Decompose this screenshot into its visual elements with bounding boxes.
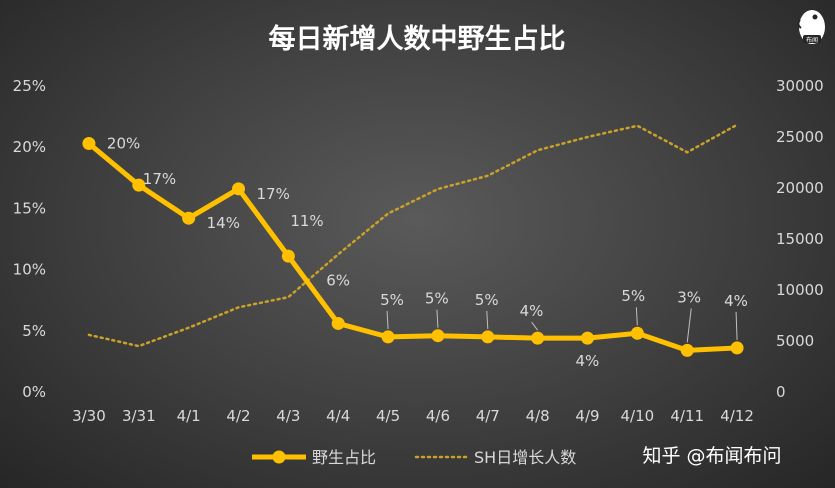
- data-label: 4%: [520, 302, 544, 320]
- data-point: [581, 331, 594, 345]
- parrot-logo-icon: 布闻: [797, 10, 825, 44]
- left-tick-label: 5%: [22, 322, 46, 340]
- data-labels: 20%17%14%17%11%6%5% 5% 5%4%4%5% 3% 4%: [107, 135, 748, 371]
- right-tick-label: 25000: [776, 128, 824, 146]
- x-tick-label: 3/30: [72, 407, 106, 425]
- data-point: [481, 330, 495, 344]
- leader-line: [386, 310, 389, 329]
- left-axis: 0% 5% 10% 15% 20% 25%: [13, 77, 46, 401]
- data-label: 3%: [677, 288, 701, 306]
- data-label: 17%: [143, 170, 176, 188]
- data-label: 5%: [380, 291, 404, 309]
- legend-marker-wild-ratio: [272, 450, 286, 464]
- x-tick-label: 4/6: [426, 407, 450, 425]
- series-line-wild-ratio: [87, 141, 738, 353]
- data-point: [431, 329, 445, 343]
- data-point: [182, 211, 196, 225]
- data-label: 6%: [326, 271, 350, 289]
- left-tick-label: 0%: [22, 383, 46, 401]
- leader-line: [486, 310, 489, 329]
- legend-label-sh-daily: SH日增长人数: [474, 448, 576, 467]
- x-axis: 3/30 3/31 4/1 4/2 4/3 4/4 4/5 4/6 4/7 4/8 4/9 4/10 4…: [72, 407, 754, 425]
- left-tick-label: 15%: [13, 199, 46, 217]
- data-point: [82, 137, 96, 151]
- leader-line: [686, 308, 692, 343]
- data-point: [381, 330, 395, 344]
- x-tick-label: 4/2: [226, 407, 250, 425]
- data-point: [630, 326, 644, 340]
- x-tick-label: 4/8: [526, 407, 550, 425]
- legend-label-wild-ratio: 野生占比: [312, 448, 376, 467]
- leader-line: [531, 321, 539, 331]
- data-label: 5%: [425, 290, 449, 308]
- legend: 野生占比 SH日增长人数: [252, 448, 576, 467]
- data-label: 5%: [475, 291, 499, 309]
- data-point: [132, 178, 146, 192]
- data-point: [281, 249, 295, 263]
- data-label: 11%: [290, 212, 323, 230]
- x-tick-label: 4/9: [575, 407, 599, 425]
- x-tick-label: 4/7: [476, 407, 500, 425]
- chart-title: 每日新增人数中野生占比: [269, 23, 566, 55]
- right-tick-label: 20000: [776, 179, 824, 197]
- right-tick-label: 30000: [776, 77, 824, 95]
- left-tick-label: 20%: [13, 138, 46, 156]
- right-tick-label: 15000: [776, 230, 824, 248]
- left-tick-label: 10%: [13, 261, 46, 279]
- data-label: 17%: [257, 185, 290, 203]
- data-point: [531, 331, 545, 345]
- data-label: 5%: [621, 287, 645, 305]
- right-tick-label: 10000: [776, 281, 824, 299]
- x-tick-label: 3/31: [122, 407, 156, 425]
- data-point: [730, 341, 744, 355]
- series-line-sh-daily: [87, 123, 739, 348]
- data-point: [232, 182, 245, 196]
- x-tick-label: 4/4: [326, 407, 350, 425]
- x-tick-label: 4/11: [670, 407, 704, 425]
- x-tick-label: 4/3: [276, 407, 300, 425]
- x-tick-label: 4/12: [720, 407, 754, 425]
- data-point: [331, 316, 345, 330]
- leader-line: [635, 307, 638, 326]
- x-tick-label: 4/10: [621, 407, 655, 425]
- leader-line: [436, 309, 439, 328]
- data-point: [680, 343, 694, 357]
- right-axis: 0 5000 10000 15000 20000 25000 30000: [776, 77, 824, 401]
- leader-line: [735, 311, 738, 340]
- left-tick-label: 25%: [13, 77, 46, 95]
- right-tick-label: 0: [776, 383, 786, 401]
- data-label: 14%: [207, 214, 240, 232]
- x-tick-label: 4/5: [376, 407, 400, 425]
- data-label: 20%: [107, 135, 140, 153]
- data-label: 4%: [724, 292, 748, 310]
- watermark-text: 知乎 @布闻布问: [642, 445, 781, 467]
- series-sh-daily: [87, 123, 739, 348]
- right-tick-label: 5000: [776, 332, 814, 350]
- series-wild-ratio: [82, 137, 744, 357]
- logo-text: 布闻: [806, 36, 818, 44]
- data-label: 4%: [576, 352, 600, 370]
- x-tick-label: 4/1: [177, 407, 201, 425]
